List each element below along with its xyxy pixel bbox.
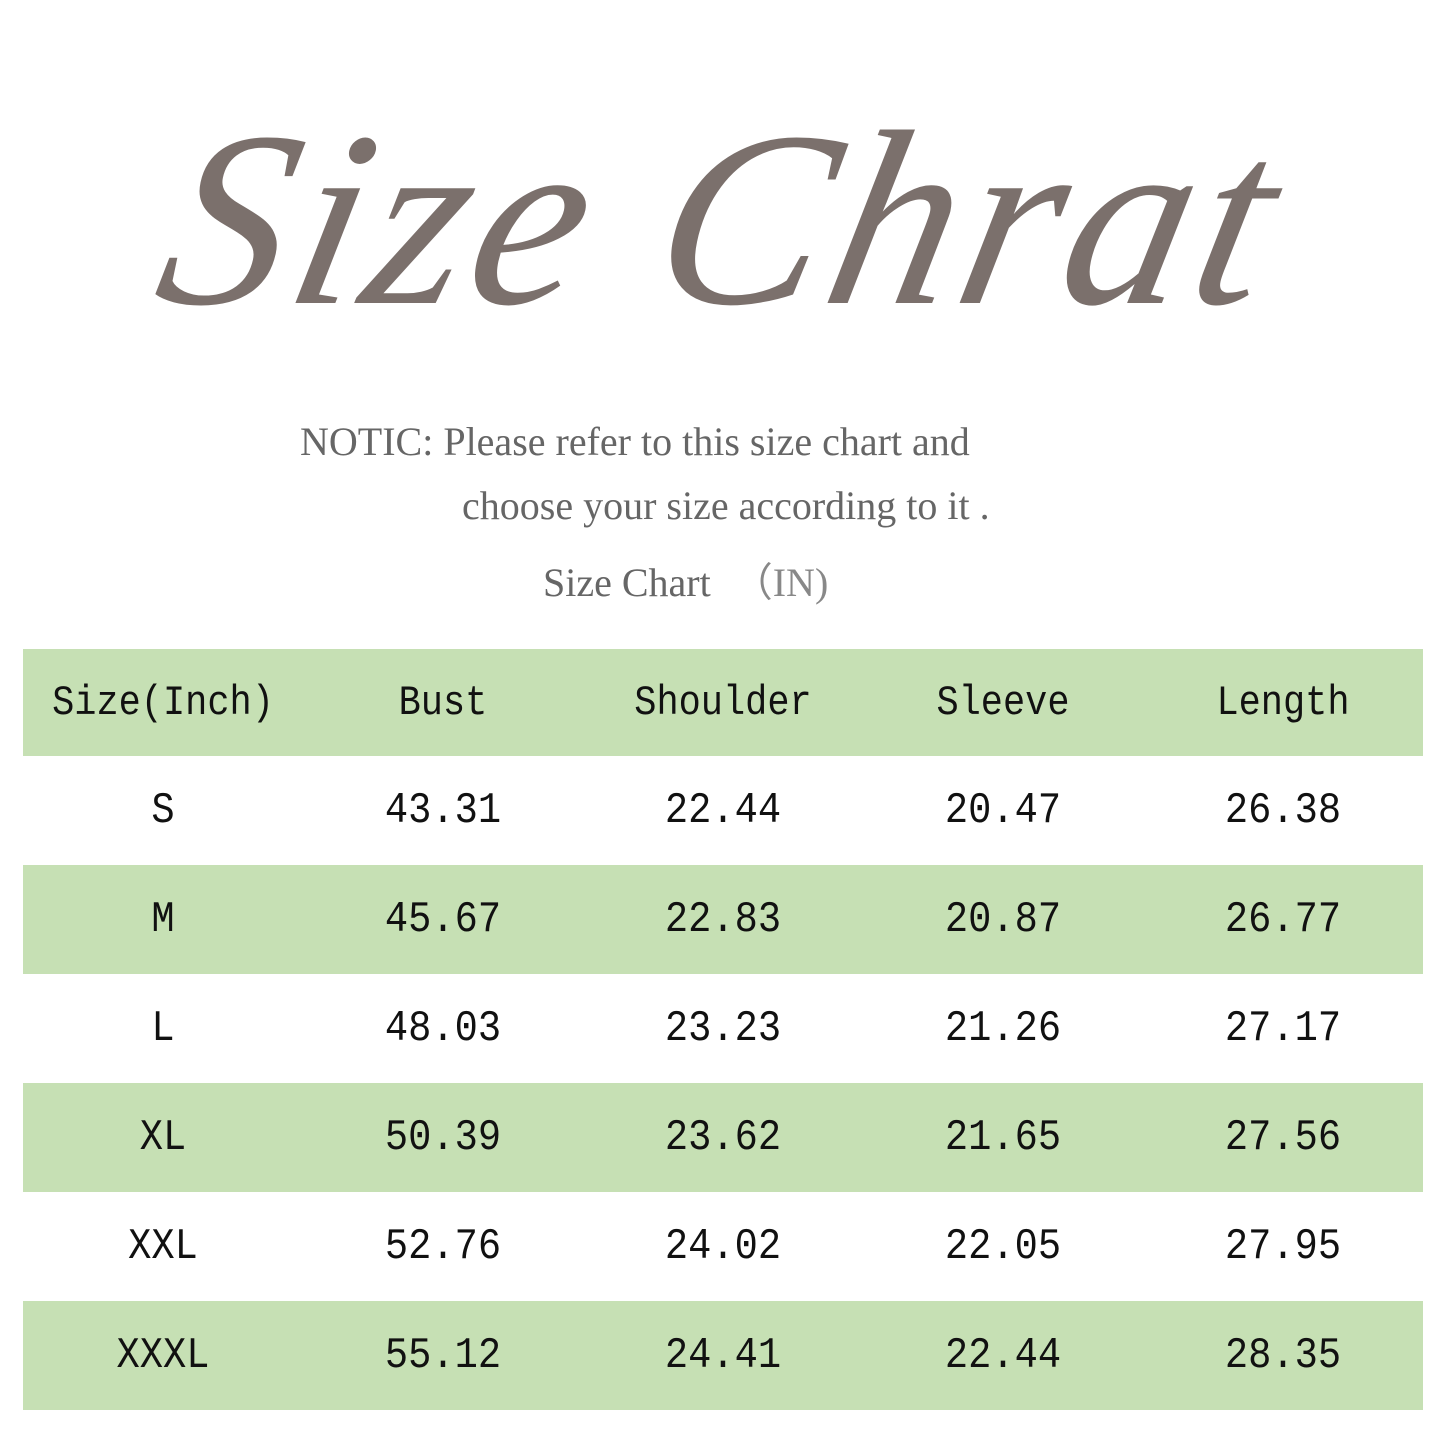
cell-bust: 43.31 [384,785,502,836]
cell-sleeve: 22.44 [944,1330,1062,1381]
notice-line-1: NOTIC: Please refer to this size chart a… [300,419,970,464]
size-chart-subtitle: Size Chart （IN) [543,550,828,608]
cell-length: 27.17 [1224,1003,1342,1054]
cell-size: M [151,894,175,945]
script-title: Size Chrat [138,81,1307,358]
header-length: Length [1216,678,1350,727]
cell-bust: 48.03 [384,1003,502,1054]
header-shoulder: Shoulder [634,678,812,727]
header-bust: Bust [398,678,488,727]
table-row: M 45.67 22.83 20.87 26.77 [23,865,1423,974]
subtitle-text: Size Chart [543,560,711,605]
cell-sleeve: 20.87 [944,894,1062,945]
cell-shoulder: 23.23 [664,1003,782,1054]
cell-shoulder: 22.44 [664,785,782,836]
cell-length: 27.95 [1224,1221,1342,1272]
cell-sleeve: 21.26 [944,1003,1062,1054]
header-size: Size(Inch) [52,678,274,727]
cell-size: L [151,1003,175,1054]
unit-label: （IN) [732,560,829,605]
cell-shoulder: 22.83 [664,894,782,945]
table-header-row: Size(Inch) Bust Shoulder Sleeve Length [23,649,1423,756]
table-row: XL 50.39 23.62 21.65 27.56 [23,1083,1423,1192]
cell-bust: 52.76 [384,1221,502,1272]
cell-sleeve: 22.05 [944,1221,1062,1272]
cell-length: 28.35 [1224,1330,1342,1381]
cell-shoulder: 23.62 [664,1112,782,1163]
table-row: S 43.31 22.44 20.47 26.38 [23,756,1423,865]
cell-shoulder: 24.02 [664,1221,782,1272]
table-row: L 48.03 23.23 21.26 27.17 [23,974,1423,1083]
cell-size: S [151,785,175,836]
cell-length: 26.38 [1224,785,1342,836]
cell-size: XL [139,1112,187,1163]
notice-line-2: choose your size according to it . [462,483,990,528]
cell-sleeve: 21.65 [944,1112,1062,1163]
cell-bust: 50.39 [384,1112,502,1163]
cell-length: 26.77 [1224,894,1342,945]
cell-bust: 55.12 [384,1330,502,1381]
cell-bust: 45.67 [384,894,502,945]
cell-sleeve: 20.47 [944,785,1062,836]
table-row: XXL 52.76 24.02 22.05 27.95 [23,1192,1423,1301]
header-sleeve: Sleeve [936,678,1070,727]
table-row: XXXL 55.12 24.41 22.44 28.35 [23,1301,1423,1410]
size-table: Size(Inch) Bust Shoulder Sleeve Length S… [23,649,1423,1410]
cell-size: XXXL [116,1330,210,1381]
cell-size: XXL [128,1221,198,1272]
cell-length: 27.56 [1224,1112,1342,1163]
cell-shoulder: 24.41 [664,1330,782,1381]
